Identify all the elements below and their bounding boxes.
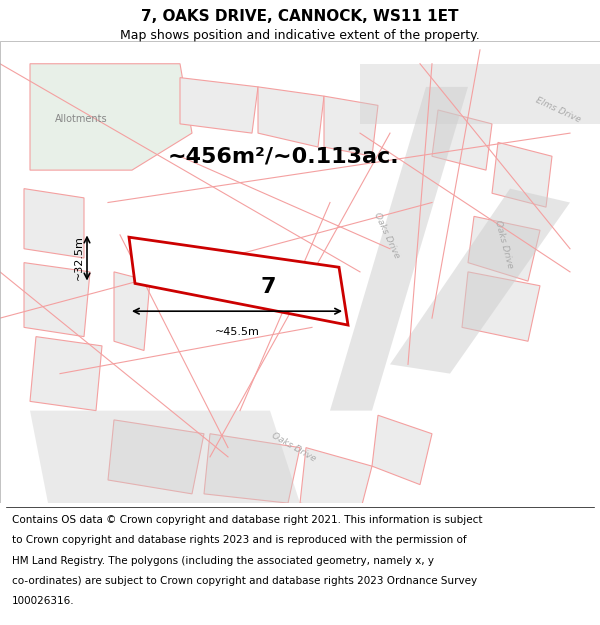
Text: to Crown copyright and database rights 2023 and is reproduced with the permissio: to Crown copyright and database rights 2… — [12, 536, 467, 546]
Text: Oaks Drive: Oaks Drive — [493, 219, 515, 269]
Text: Elms Drive: Elms Drive — [534, 96, 582, 124]
Polygon shape — [300, 448, 372, 512]
Text: HM Land Registry. The polygons (including the associated geometry, namely x, y: HM Land Registry. The polygons (includin… — [12, 556, 434, 566]
Polygon shape — [492, 142, 552, 207]
Text: ~32.5m: ~32.5m — [74, 236, 84, 281]
Polygon shape — [30, 64, 192, 170]
Text: ~456m²/~0.113ac.: ~456m²/~0.113ac. — [168, 146, 400, 166]
Polygon shape — [129, 237, 348, 325]
Polygon shape — [372, 415, 432, 484]
Text: Oaks Drive: Oaks Drive — [373, 211, 401, 259]
Text: Allotments: Allotments — [55, 114, 107, 124]
Text: Oaks Drive: Oaks Drive — [271, 431, 317, 464]
Text: ~45.5m: ~45.5m — [215, 328, 259, 338]
Polygon shape — [330, 87, 468, 411]
Polygon shape — [108, 420, 204, 494]
Polygon shape — [360, 64, 600, 124]
Polygon shape — [390, 189, 570, 374]
Polygon shape — [204, 434, 300, 503]
Polygon shape — [30, 337, 102, 411]
Text: Contains OS data © Crown copyright and database right 2021. This information is : Contains OS data © Crown copyright and d… — [12, 515, 482, 525]
Polygon shape — [258, 87, 324, 147]
Polygon shape — [468, 216, 540, 281]
Text: 7: 7 — [260, 278, 275, 298]
Polygon shape — [30, 411, 300, 503]
Text: co-ordinates) are subject to Crown copyright and database rights 2023 Ordnance S: co-ordinates) are subject to Crown copyr… — [12, 576, 477, 586]
Polygon shape — [432, 110, 492, 170]
Polygon shape — [180, 78, 258, 133]
Text: 100026316.: 100026316. — [12, 596, 74, 606]
Polygon shape — [24, 262, 90, 337]
Polygon shape — [324, 96, 378, 156]
Polygon shape — [114, 272, 150, 351]
Text: 7, OAKS DRIVE, CANNOCK, WS11 1ET: 7, OAKS DRIVE, CANNOCK, WS11 1ET — [141, 9, 459, 24]
Text: Map shows position and indicative extent of the property.: Map shows position and indicative extent… — [120, 29, 480, 42]
Polygon shape — [24, 189, 84, 258]
Polygon shape — [462, 272, 540, 341]
